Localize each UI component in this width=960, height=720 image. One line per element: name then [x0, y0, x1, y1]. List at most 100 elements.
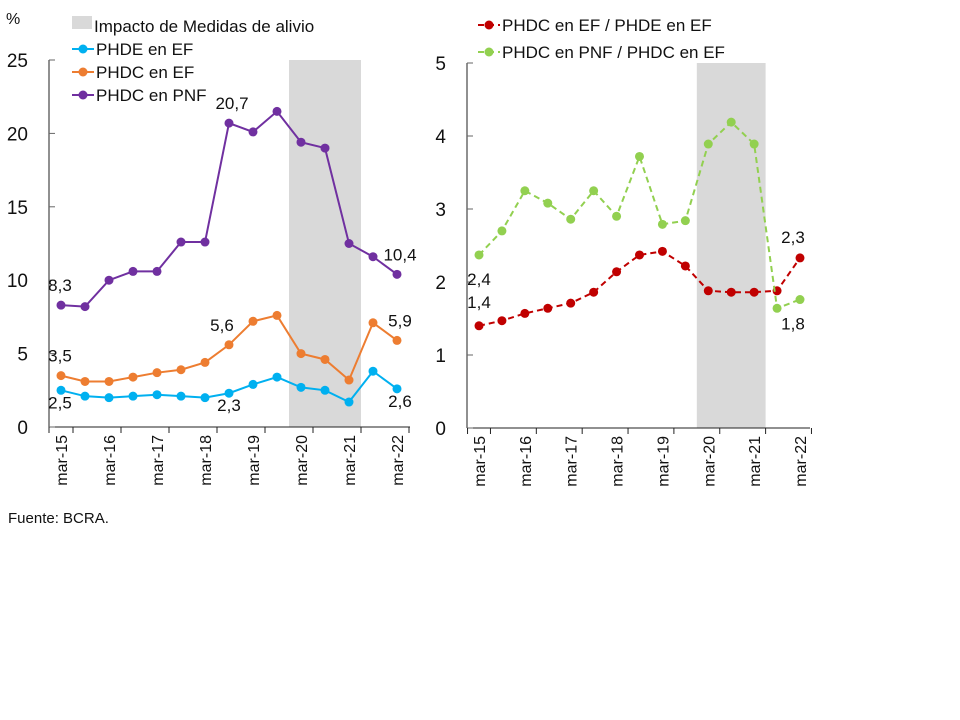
y-tick-label: 3	[435, 200, 446, 221]
data-point	[392, 335, 402, 345]
data-point	[128, 391, 138, 401]
legend-marker	[78, 90, 88, 100]
chart-panel-2: 0 1 2 3 4 5 mar-15 mar-16 mar-17 mar-18 mar-19 mar-…	[435, 16, 812, 487]
data-label: 2,5	[48, 393, 72, 412]
data-point	[152, 266, 162, 276]
data-point	[749, 139, 759, 149]
data-point	[589, 186, 599, 196]
data-label: 2,4	[467, 270, 491, 289]
data-point	[152, 390, 162, 400]
data-point	[320, 385, 330, 395]
data-point	[248, 316, 258, 326]
data-point	[566, 298, 576, 308]
data-point	[296, 349, 306, 359]
x-tick-label: mar-18	[610, 436, 627, 487]
data-point	[104, 393, 114, 403]
data-point	[497, 316, 507, 326]
x-tick-label: mar-15	[472, 436, 489, 487]
data-point	[795, 253, 805, 263]
data-point	[248, 379, 258, 389]
legend-label: PHDC en EF	[96, 63, 194, 82]
data-point	[657, 219, 667, 229]
x-tick-label: mar-16	[518, 436, 535, 487]
legend-swatch-shade	[72, 16, 92, 29]
data-point	[320, 354, 330, 364]
x-tick-label: mar-21	[342, 435, 359, 486]
data-point	[726, 117, 736, 127]
data-point	[80, 302, 90, 312]
y-tick-label: 0	[435, 419, 446, 440]
data-label: 2,3	[781, 228, 805, 247]
x-tick-label: mar-17	[564, 436, 581, 487]
data-point	[200, 237, 210, 247]
y-tick-label: 5	[17, 345, 28, 366]
data-point	[543, 303, 553, 313]
x-tick-label: mar-18	[198, 435, 215, 486]
y-tick-label: 4	[435, 127, 446, 148]
data-point	[200, 393, 210, 403]
data-label: 5,6	[210, 316, 234, 335]
data-point	[200, 357, 210, 367]
data-point	[80, 376, 90, 386]
y-tick-label: 15	[7, 198, 28, 219]
data-point	[795, 295, 805, 305]
x-tick-label: mar-22	[793, 436, 810, 487]
data-point	[224, 340, 234, 350]
data-point	[296, 382, 306, 392]
data-point	[657, 246, 667, 256]
legend-marker	[78, 44, 88, 54]
data-point	[474, 321, 484, 331]
x-tick-label: mar-19	[655, 436, 672, 487]
data-label: 1,8	[781, 315, 805, 334]
y-tick-label: 5	[435, 54, 446, 75]
data-point	[566, 214, 576, 224]
data-point	[368, 366, 378, 376]
x-tick-label: mar-15	[54, 435, 71, 486]
legend-marker	[484, 20, 494, 30]
data-point	[392, 269, 402, 279]
legend-label: PHDC en PNF / PHDC en EF	[502, 43, 725, 62]
data-label: 10,4	[383, 245, 416, 264]
data-point	[589, 287, 599, 297]
data-point	[680, 216, 690, 226]
x-tick-label: mar-22	[390, 435, 407, 486]
data-point	[104, 275, 114, 285]
x-tick-label: mar-21	[747, 436, 764, 487]
data-point	[612, 211, 622, 221]
data-point	[56, 371, 66, 381]
data-point	[272, 106, 282, 116]
y-tick-label: 10	[7, 271, 28, 292]
data-point	[272, 310, 282, 320]
legend-label: Impacto de Medidas de alivio	[94, 17, 314, 36]
legend-marker	[78, 67, 88, 77]
data-point	[176, 365, 186, 375]
y-unit-label: %	[6, 11, 20, 28]
data-point	[344, 375, 354, 385]
data-point	[520, 308, 530, 318]
y-tick-label: 20	[7, 124, 28, 145]
x-tick-label: mar-20	[701, 436, 718, 487]
data-point	[344, 239, 354, 248]
chart-panel-1: 0 5 10 15 20 25% mar-15 mar-16 mar-17 mar-18 mar-1…	[6, 11, 417, 486]
data-point	[749, 287, 759, 297]
data-point	[635, 151, 644, 161]
y-tick-label: 2	[435, 273, 446, 294]
x-tick-label: mar-16	[102, 435, 119, 486]
series-line-1	[478, 250, 801, 327]
data-point	[104, 376, 114, 386]
data-point	[520, 186, 530, 196]
data-label: 3,5	[48, 347, 72, 366]
legend-label: PHDC en PNF	[96, 86, 207, 105]
data-label: 1,4	[467, 293, 491, 312]
data-label: 2,6	[388, 392, 412, 411]
data-point	[320, 143, 330, 153]
legend-label: PHDE en EF	[96, 40, 193, 59]
data-point	[680, 261, 690, 271]
data-point	[56, 385, 66, 395]
data-point	[392, 384, 402, 394]
data-point	[772, 303, 782, 313]
x-tick-label: mar-19	[246, 435, 263, 486]
data-point	[128, 372, 138, 382]
data-label: 8,3	[48, 276, 72, 295]
